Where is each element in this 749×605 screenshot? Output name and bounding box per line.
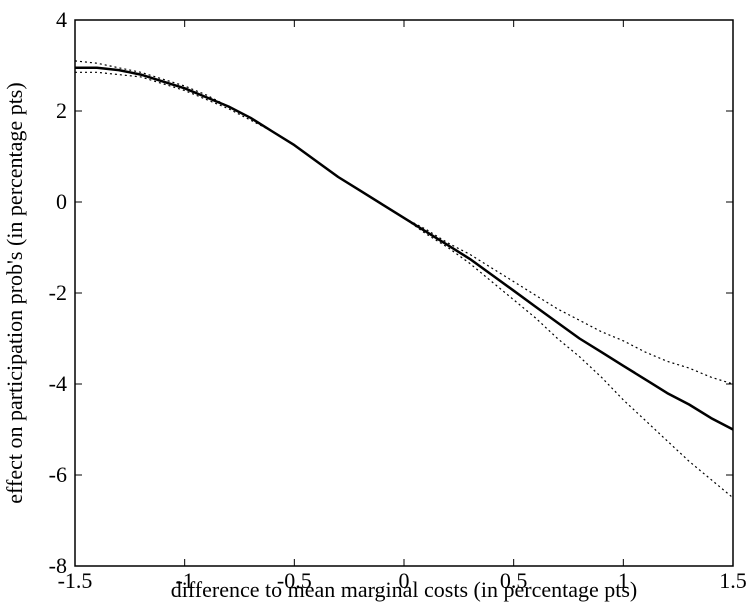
y-tick-label: 2 bbox=[56, 98, 67, 123]
y-tick-label: -8 bbox=[49, 553, 67, 578]
series-line-band-1 bbox=[74, 60, 734, 385]
x-tick-label: -1 bbox=[176, 568, 194, 593]
series-layer bbox=[74, 60, 734, 499]
y-tick-label: -4 bbox=[49, 371, 67, 396]
y-tick-label: 4 bbox=[56, 7, 67, 32]
x-axis-label: difference to mean marginal costs (in pe… bbox=[171, 577, 638, 602]
y-tick-label: 0 bbox=[56, 189, 67, 214]
x-tick-label: 0 bbox=[399, 568, 410, 593]
y-tick-label: -6 bbox=[49, 462, 67, 487]
x-tick-label: 0.5 bbox=[500, 568, 528, 593]
y-tick-label: -2 bbox=[49, 280, 67, 305]
x-tick-label: 1.5 bbox=[719, 568, 747, 593]
y-axis-label: effect on participation prob's (in perce… bbox=[2, 82, 27, 503]
tick-labels: -1.5 -1 -0.5 0 0.5 1 1.5 4 2 0 -2 -4 -6 -8 bbox=[49, 7, 747, 593]
axis-ticks bbox=[74, 19, 734, 567]
x-tick-label: -0.5 bbox=[277, 568, 312, 593]
x-tick-label: -1.5 bbox=[58, 568, 93, 593]
x-tick-label: 1 bbox=[618, 568, 629, 593]
plot-frame bbox=[74, 19, 734, 567]
series-line-band-2 bbox=[75, 71, 734, 499]
